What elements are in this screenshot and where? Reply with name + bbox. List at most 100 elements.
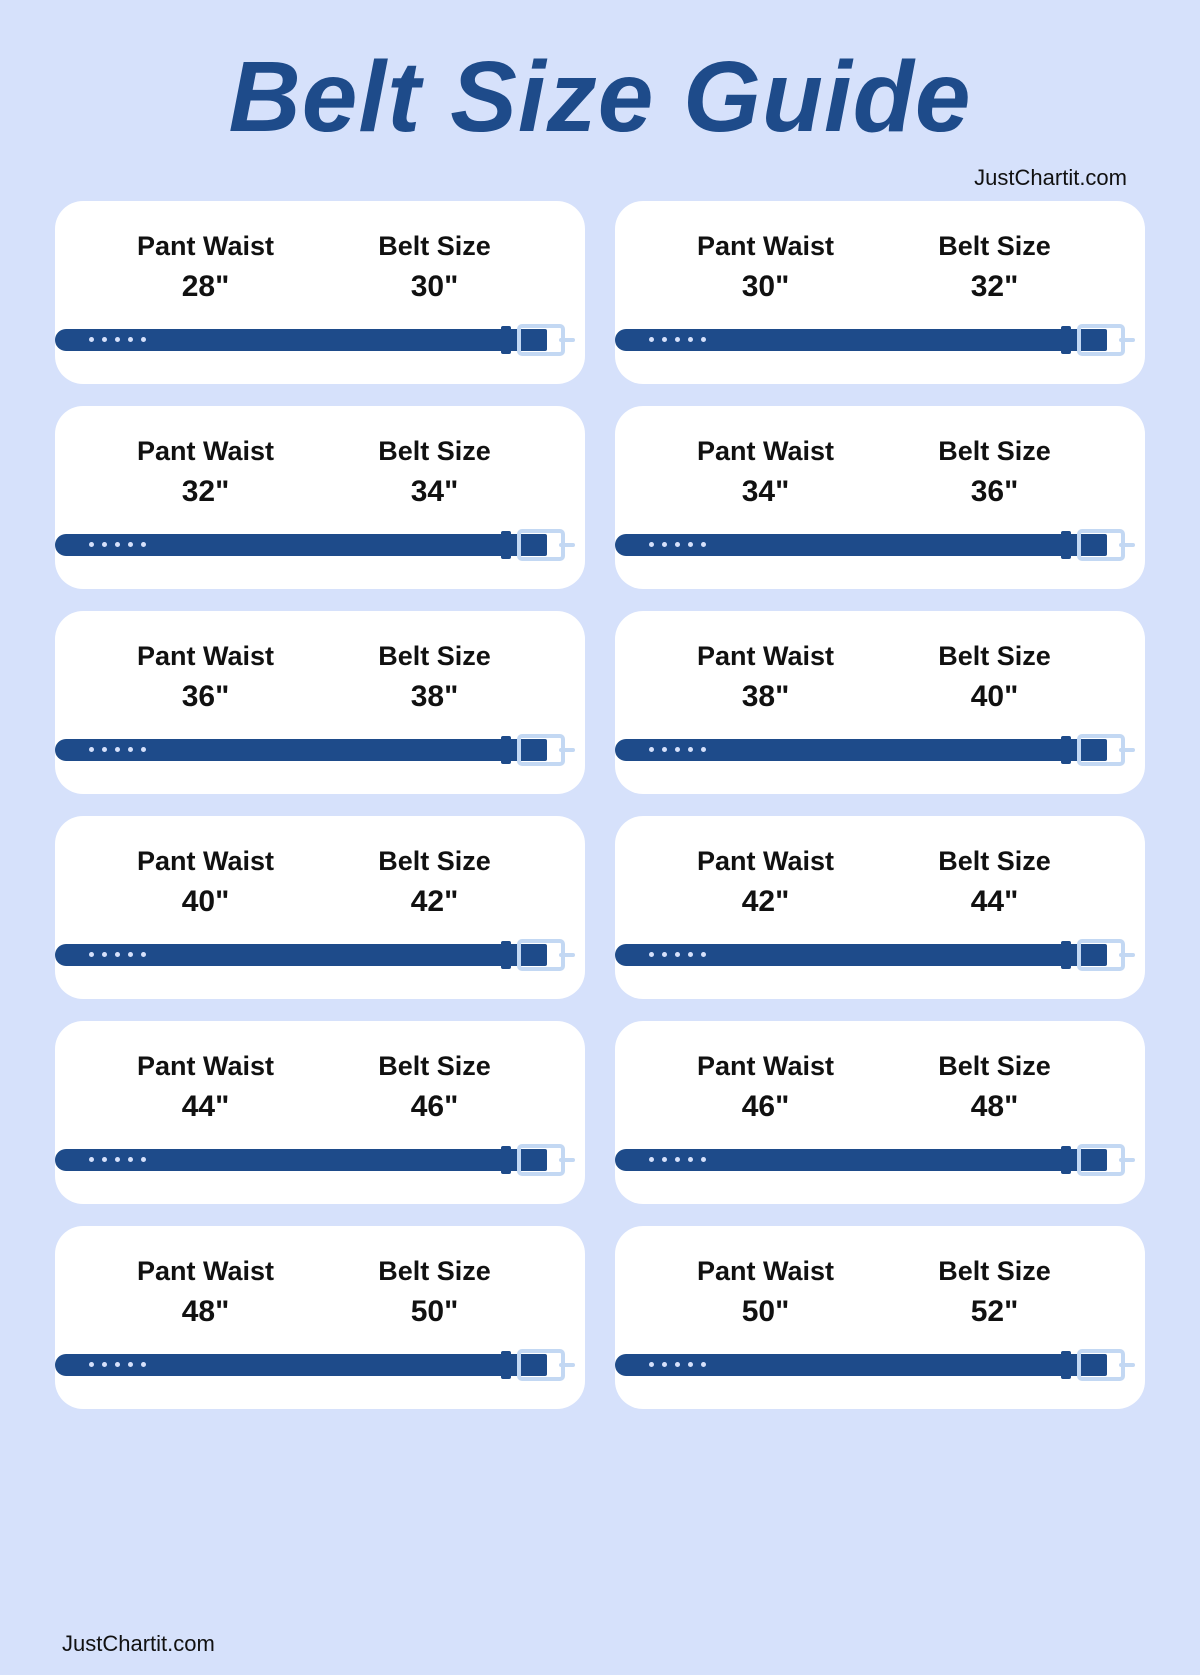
belt-hole-icon [701, 542, 706, 547]
belt-hole-icon [89, 952, 94, 957]
waist-value: 34" [651, 475, 880, 509]
belt-prong-icon [559, 953, 575, 957]
belt-hole-icon [128, 952, 133, 957]
belt-holes-icon [89, 1362, 146, 1367]
waist-label: Pant Waist [91, 231, 320, 262]
belt-hole-icon [115, 1157, 120, 1162]
belt-hole-icon [128, 542, 133, 547]
belt-icon [615, 941, 1135, 969]
size-card: Pant Waist32"Belt Size34" [55, 406, 585, 589]
belt-hole-icon [128, 1362, 133, 1367]
waist-column: Pant Waist46" [651, 1051, 880, 1124]
belt-buckle-icon [1077, 1349, 1125, 1381]
belt-hole-icon [141, 1157, 146, 1162]
waist-label: Pant Waist [91, 1051, 320, 1082]
belt-hole-icon [675, 1157, 680, 1162]
belt-value: 44" [880, 885, 1109, 919]
waist-column: Pant Waist36" [91, 641, 320, 714]
attribution-top: JustChartit.com [55, 165, 1145, 191]
belt-hole-icon [662, 1362, 667, 1367]
belt-hole-icon [115, 747, 120, 752]
attribution-bottom: JustChartit.com [62, 1631, 215, 1657]
belt-icon [615, 531, 1135, 559]
belt-column: Belt Size32" [880, 231, 1109, 304]
belt-label: Belt Size [880, 1051, 1109, 1082]
belt-label: Belt Size [880, 231, 1109, 262]
belt-buckle-icon [517, 324, 565, 356]
belt-hole-icon [128, 337, 133, 342]
belt-value: 34" [320, 475, 549, 509]
belt-holes-icon [649, 337, 706, 342]
belt-prong-icon [1119, 953, 1135, 957]
waist-label: Pant Waist [91, 1256, 320, 1287]
belt-hole-icon [649, 1362, 654, 1367]
belt-column: Belt Size52" [880, 1256, 1109, 1329]
belt-holes-icon [89, 337, 146, 342]
belt-buckle-icon [517, 734, 565, 766]
belt-label: Belt Size [320, 641, 549, 672]
size-card: Pant Waist48"Belt Size50" [55, 1226, 585, 1409]
belt-hole-icon [89, 337, 94, 342]
belt-icon [55, 1146, 575, 1174]
belt-holes-icon [89, 542, 146, 547]
belt-column: Belt Size46" [320, 1051, 549, 1124]
belt-value: 50" [320, 1295, 549, 1329]
belt-prong-icon [559, 748, 575, 752]
size-card: Pant Waist 44"Belt Size46" [55, 1021, 585, 1204]
waist-value: 44" [91, 1090, 320, 1124]
waist-column: Pant Waist 48" [91, 1256, 320, 1329]
waist-label: Pant Waist [651, 846, 880, 877]
waist-column: Pant Waist32" [91, 436, 320, 509]
belt-value: 42" [320, 885, 549, 919]
waist-value: 32" [91, 475, 320, 509]
belt-hole-icon [141, 747, 146, 752]
belt-hole-icon [649, 337, 654, 342]
belt-hole-icon [688, 1362, 693, 1367]
belt-hole-icon [141, 337, 146, 342]
belt-buckle-icon [517, 1144, 565, 1176]
belt-hole-icon [675, 747, 680, 752]
waist-label: Pant Waist [91, 641, 320, 672]
belt-hole-icon [688, 337, 693, 342]
waist-column: Pant Waist40" [91, 846, 320, 919]
size-card: Pant Waist50"Belt Size52" [615, 1226, 1145, 1409]
belt-column: Belt Size 44" [880, 846, 1109, 919]
belt-icon [55, 736, 575, 764]
belt-hole-icon [662, 747, 667, 752]
belt-hole-icon [701, 952, 706, 957]
belt-hole-icon [662, 952, 667, 957]
belt-hole-icon [675, 337, 680, 342]
belt-hole-icon [688, 952, 693, 957]
belt-icon [615, 1146, 1135, 1174]
size-card: Pant Waist34"Belt Size36" [615, 406, 1145, 589]
waist-value: 48" [91, 1295, 320, 1329]
waist-label: Pant Waist [651, 1256, 880, 1287]
belt-hole-icon [675, 1362, 680, 1367]
card-labels: Pant Waist46"Belt Size48" [651, 1051, 1109, 1124]
belt-hole-icon [128, 747, 133, 752]
belt-holes-icon [649, 1157, 706, 1162]
belt-hole-icon [102, 1362, 107, 1367]
size-card: Pant Waist40"Belt Size 42" [55, 816, 585, 999]
belt-prong-icon [1119, 1363, 1135, 1367]
belt-buckle-icon [517, 529, 565, 561]
belt-hole-icon [115, 337, 120, 342]
waist-value: 40" [91, 885, 320, 919]
belt-hole-icon [649, 952, 654, 957]
belt-holes-icon [649, 747, 706, 752]
belt-hole-icon [675, 952, 680, 957]
belt-prong-icon [1119, 748, 1135, 752]
waist-column: Pant Waist50" [651, 1256, 880, 1329]
belt-hole-icon [701, 337, 706, 342]
belt-icon [615, 1351, 1135, 1379]
belt-hole-icon [662, 1157, 667, 1162]
belt-icon [615, 326, 1135, 354]
belt-icon [55, 941, 575, 969]
belt-hole-icon [688, 542, 693, 547]
belt-label: Belt Size [320, 231, 549, 262]
waist-column: Pant Waist34" [651, 436, 880, 509]
waist-value: 28" [91, 270, 320, 304]
belt-label: Belt Size [320, 846, 549, 877]
belt-label: Belt Size [880, 846, 1109, 877]
belt-hole-icon [128, 1157, 133, 1162]
